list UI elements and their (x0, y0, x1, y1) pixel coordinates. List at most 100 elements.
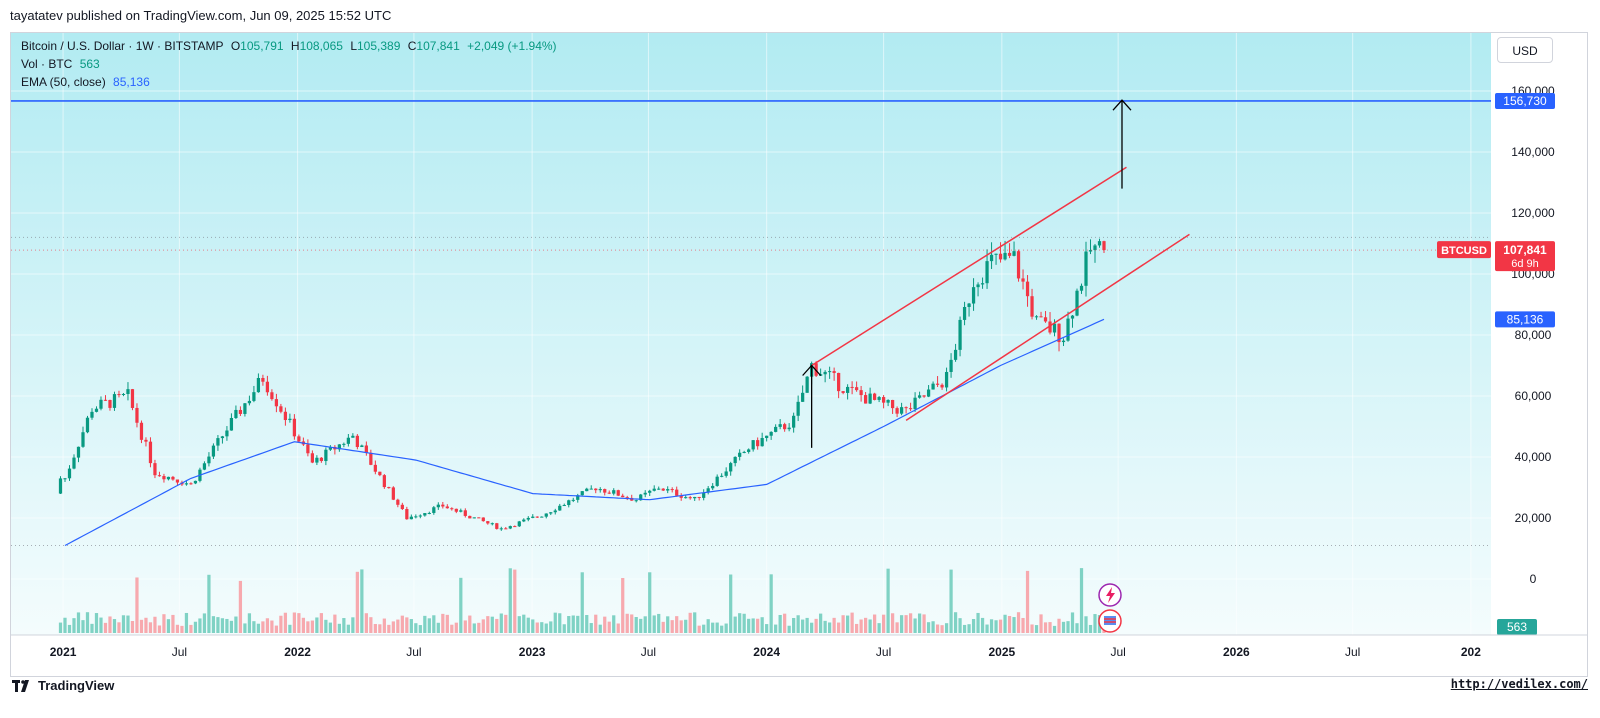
tradingview-logo[interactable]: TradingView (12, 677, 114, 695)
volume-bar (931, 621, 935, 633)
volume-bar (373, 623, 377, 633)
volume-bar (872, 614, 877, 633)
volume-bar (436, 622, 440, 633)
candle-body (108, 399, 112, 408)
candle-body (297, 436, 301, 442)
currency-button[interactable]: USD (1497, 37, 1553, 63)
legend-open: 105,791 (240, 39, 284, 53)
candle-body (904, 407, 908, 409)
candle-body (598, 489, 602, 491)
candle-body (679, 495, 683, 498)
candle-body (405, 509, 409, 520)
volume-bar (868, 619, 872, 633)
time-tick-label: 2022 (284, 645, 311, 659)
candle-body (567, 500, 571, 506)
candle-body (1088, 250, 1093, 252)
candle-body (616, 490, 620, 496)
candle-body (454, 508, 458, 512)
target-price-label: 156,730 (1503, 94, 1547, 108)
candle-body (998, 253, 1003, 260)
watermark-url[interactable]: http://vedilex.com/ (1450, 677, 1588, 691)
chart-pane[interactable]: 160,000 140,000 120,000 100,000 80,000 60,000… (10, 32, 1588, 677)
last-price-label-bg (1495, 241, 1555, 272)
volume-bar (103, 622, 108, 633)
volume-bar (157, 625, 162, 633)
countdown-label: 6d 9h (1511, 258, 1539, 270)
candle-body (1057, 323, 1061, 343)
volume-bar (490, 616, 494, 633)
volume-bar (684, 619, 688, 633)
volume-bar (796, 615, 800, 633)
candle-body (288, 418, 292, 421)
volume-bar (360, 569, 364, 633)
time-tick-label: Jul (1345, 645, 1360, 659)
volume-bar (724, 623, 728, 633)
volume-bar (1057, 618, 1061, 633)
legend-change: +2,049 (+1.94%) (467, 39, 557, 53)
candle-body (121, 393, 126, 395)
volume-bar (211, 616, 216, 633)
volume-bar (351, 617, 355, 633)
candle-body (846, 386, 850, 393)
candle-body (387, 487, 391, 489)
volume-bar (427, 618, 431, 633)
candle-body (337, 444, 341, 450)
candle-body (1097, 241, 1102, 246)
legend-ema[interactable]: EMA (50, close) 85,136 (21, 75, 154, 89)
volume-bar (747, 618, 751, 633)
legend-symbol[interactable]: Bitcoin / U.S. Dollar · 1W · BITSTAMP (21, 39, 224, 53)
candle-body (508, 526, 512, 529)
candle-body (535, 516, 539, 518)
candle-body (877, 397, 881, 400)
volume-bar (148, 622, 153, 633)
volume-bar (76, 612, 81, 633)
volume-bar (985, 624, 989, 633)
time-tick-label: 202 (1461, 645, 1481, 659)
volume-bar (989, 619, 994, 633)
candle-body (607, 492, 611, 494)
volume-bar (1079, 568, 1084, 633)
symbol-tag-bg (1437, 241, 1491, 259)
volume-bar (971, 619, 976, 633)
candle-body (881, 397, 886, 403)
candle-body (504, 528, 508, 530)
volume-bar (81, 620, 85, 633)
volume-bar (94, 613, 99, 633)
volume-bar (346, 624, 350, 633)
candle-body (625, 497, 629, 499)
candle-body (715, 476, 719, 486)
volume-bar (908, 613, 913, 633)
candle-body (328, 446, 332, 450)
candle-body (994, 253, 998, 255)
volume-bar (832, 617, 836, 633)
volume-bar (130, 620, 135, 633)
volume-bar (639, 618, 643, 633)
legend-volume[interactable]: Vol · BTC 563 (21, 57, 104, 71)
volume-bar (935, 624, 940, 633)
candle-body (697, 496, 701, 498)
price-chart[interactable]: 160,000140,000120,000100,00080,00060,000… (11, 33, 1588, 677)
published-header: tayatatev published on TradingView.com, … (10, 8, 392, 23)
volume-bar (418, 625, 422, 633)
arrow-head (1112, 99, 1132, 111)
overlays (11, 99, 1491, 633)
volume-bar (540, 622, 544, 633)
volume-bar (625, 613, 629, 633)
volume-bar (567, 616, 571, 633)
volume-bar (400, 615, 404, 633)
candle-body (220, 436, 225, 439)
volume-bar (576, 615, 580, 633)
volume-bar (355, 571, 359, 633)
volume-bar (998, 619, 1003, 633)
candle-body (1034, 316, 1039, 318)
volume-bar (594, 614, 598, 633)
volume-bar (207, 574, 211, 633)
volume-bar (553, 612, 557, 633)
volume-bar (589, 623, 593, 633)
volume-bar (544, 623, 548, 633)
candle-body (589, 488, 593, 490)
legend-ema-value: 85,136 (113, 75, 150, 89)
candle-body (234, 409, 238, 418)
volume-bar (1084, 616, 1088, 633)
candle-body (261, 377, 265, 382)
